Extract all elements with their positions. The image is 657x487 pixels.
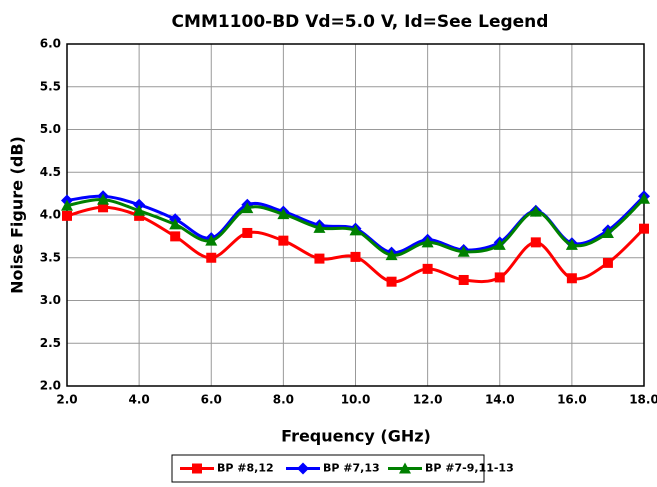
- x-tick-label: 16.0: [557, 393, 587, 407]
- marker: [639, 223, 649, 234]
- marker: [205, 234, 218, 246]
- marker: [386, 276, 397, 287]
- legend-label: BP #7-9,11-13: [425, 462, 514, 475]
- marker: [241, 202, 254, 214]
- x-tick-label: 2.0: [56, 393, 77, 407]
- y-tick-label: 3.0: [40, 293, 61, 307]
- x-tick-label: 12.0: [413, 393, 443, 407]
- marker: [61, 199, 73, 211]
- marker: [169, 218, 182, 230]
- y-tick-label: 2.0: [40, 379, 61, 393]
- marker: [638, 192, 650, 204]
- marker: [98, 202, 109, 213]
- marker: [277, 208, 290, 220]
- marker: [297, 462, 309, 475]
- marker: [350, 251, 361, 262]
- marker: [458, 274, 469, 285]
- legend-box: [171, 454, 485, 483]
- marker: [192, 463, 202, 474]
- marker: [206, 252, 217, 263]
- x-tick-label: 18.0: [629, 393, 657, 407]
- marker: [602, 257, 613, 268]
- x-tick-label: 10.0: [341, 393, 371, 407]
- marker: [565, 238, 578, 250]
- marker: [601, 226, 614, 238]
- y-tick-label: 4.0: [40, 208, 61, 222]
- y-tick-label: 5.0: [40, 122, 61, 136]
- x-tick-label: 6.0: [201, 393, 222, 407]
- marker: [457, 245, 470, 257]
- x-axis-label: Frequency (GHz): [281, 427, 431, 446]
- marker: [529, 205, 542, 217]
- marker: [170, 231, 181, 242]
- marker: [530, 237, 541, 248]
- marker: [385, 249, 398, 261]
- legend-label: BP #7,13: [323, 462, 380, 475]
- chart-title: CMM1100-BD Vd=5.0 V, Id=See Legend: [172, 12, 549, 32]
- marker: [493, 238, 506, 250]
- y-tick-label: 3.5: [40, 250, 61, 264]
- x-tick-label: 14.0: [485, 393, 515, 407]
- y-tick-label: 4.5: [40, 165, 61, 179]
- y-tick-label: 2.5: [40, 336, 61, 350]
- y-tick-label: 6.0: [40, 37, 61, 51]
- marker: [97, 193, 110, 205]
- legend-label: BP #8,12: [217, 462, 274, 475]
- marker: [314, 253, 325, 264]
- y-axis-label: Noise Figure (dB): [8, 136, 27, 294]
- marker: [62, 210, 72, 221]
- x-tick-label: 8.0: [273, 393, 294, 407]
- marker: [134, 210, 145, 221]
- x-tick-label: 4.0: [128, 393, 149, 407]
- y-tick-label: 5.5: [40, 79, 61, 93]
- marker: [278, 235, 289, 246]
- marker: [566, 273, 577, 284]
- marker: [421, 236, 434, 248]
- marker: [422, 263, 433, 274]
- marker: [313, 221, 326, 233]
- marker: [494, 272, 505, 283]
- marker: [399, 462, 411, 474]
- marker: [242, 227, 253, 238]
- marker: [133, 204, 146, 216]
- marker: [349, 224, 362, 236]
